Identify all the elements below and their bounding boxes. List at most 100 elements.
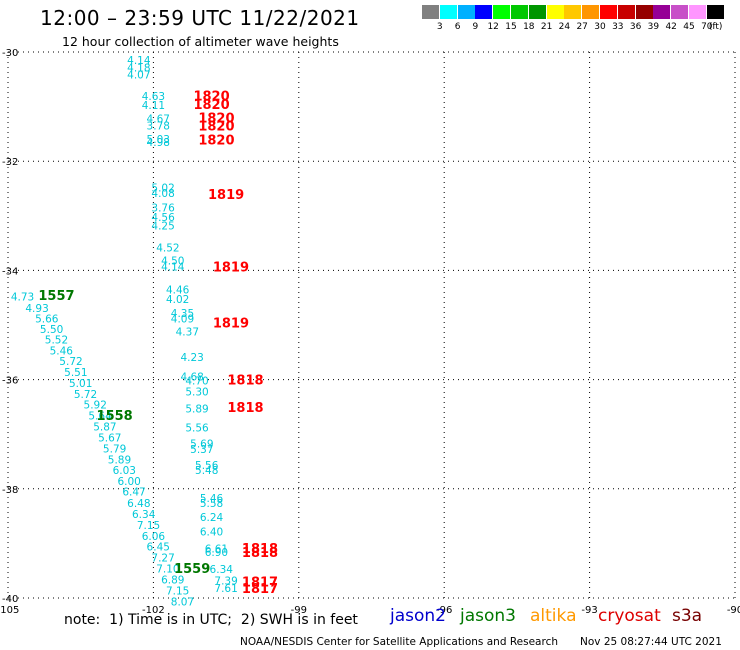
pass-time-label: 1820	[198, 112, 234, 127]
color-swatch	[422, 5, 439, 19]
color-swatch	[546, 5, 564, 19]
wave-height-label: 5.02	[151, 182, 174, 194]
color-scale-unit: (ft)	[708, 22, 723, 32]
wave-height-label: 6.48	[127, 498, 150, 510]
color-scale-label: 33	[612, 22, 624, 32]
wave-height-label: 6.03	[113, 465, 136, 477]
wave-height-label: 5.87	[93, 422, 116, 434]
satellite-name: altika	[530, 606, 577, 626]
map-title: 12:00 – 23:59 UTC 11/22/2021	[40, 6, 360, 30]
pass-time-label: 1819	[208, 188, 244, 203]
wave-height-label: 5.72	[74, 389, 97, 401]
color-scale-label: 21	[540, 22, 553, 32]
color-scale-label: 18	[523, 22, 535, 32]
wave-height-label: 4.56	[151, 212, 175, 224]
color-swatch	[635, 5, 653, 19]
color-scale-label: 24	[558, 22, 571, 32]
pass-time-label: 1818	[227, 401, 263, 416]
wave-height-label: 6.24	[200, 512, 224, 524]
wave-height-label: 4.93	[25, 303, 48, 315]
color-swatch	[528, 5, 546, 19]
color-scale-label: 3	[436, 22, 443, 32]
wave-height-label: 6.61	[205, 543, 228, 555]
wave-height-label: 4.14	[161, 262, 185, 274]
wave-height-label: 5.50	[40, 324, 63, 336]
color-swatch	[457, 5, 475, 19]
wave-height-label: 4.08	[151, 188, 174, 200]
wave-height-label: 7.10	[156, 564, 179, 576]
wave-height-label: 5.64	[88, 411, 112, 423]
pass-time-label: 1820	[198, 133, 234, 148]
wave-height-label: 5.69	[190, 438, 213, 450]
wave-height-label: 7.61	[214, 583, 237, 595]
wave-height-label: 4.67	[147, 114, 170, 126]
color-swatch	[564, 5, 582, 19]
y-tick-label: -32	[2, 157, 18, 168]
satellite-name: jason2	[390, 606, 446, 626]
wave-height-label: 4.35	[171, 308, 194, 320]
color-scale-label: 27	[576, 22, 588, 32]
pass-time-label: 1818	[227, 374, 263, 389]
pass-time-label: 1559	[174, 562, 210, 577]
wave-height-label: 5.46	[200, 493, 224, 505]
wave-height-label: 5.51	[64, 367, 87, 379]
wave-height-label: 5.56	[185, 423, 209, 435]
wave-height-label: 5.89	[108, 454, 131, 466]
y-tick-label: -30	[2, 48, 18, 59]
pass-time-label: 1817	[242, 582, 278, 597]
wave-height-label: 6.06	[142, 531, 166, 543]
wave-height-label: 7.39	[214, 576, 237, 588]
wave-height-label: 3.76	[151, 203, 175, 215]
color-scale-label: 6	[454, 22, 461, 32]
pass-time-label: 1820	[198, 120, 234, 135]
color-scale-label: 9	[472, 22, 479, 32]
wave-height-label: 4.23	[180, 352, 203, 364]
wave-height-label: 4.73	[11, 292, 34, 304]
pass-time-label: 1819	[213, 261, 249, 276]
color-scale-label: 39	[647, 22, 660, 32]
satellite-name: s3a	[672, 606, 703, 626]
y-tick-label: -34	[2, 266, 18, 277]
wave-height-label: 4.07	[127, 69, 150, 81]
wave-height-label: 4.70	[185, 376, 208, 388]
color-swatch	[511, 5, 528, 19]
pass-time-label: 1820	[193, 90, 229, 105]
pass-time-label: 1817	[242, 576, 278, 591]
satellite-name: cryosat	[598, 606, 661, 626]
x-tick-label: -96	[436, 605, 452, 616]
wave-height-label: 4.98	[147, 137, 170, 149]
pass-time-label: 1820	[193, 98, 229, 113]
wave-height-label: 5.37	[190, 444, 213, 456]
pass-time-label: 1818	[242, 542, 278, 557]
color-swatch	[671, 5, 689, 19]
wave-height-label: 5.46	[50, 346, 74, 358]
wave-height-label: 5.30	[185, 387, 208, 399]
wave-height-label: 5.67	[98, 432, 121, 444]
wave-height-label: 6.47	[122, 487, 145, 499]
color-scale-label: 12	[487, 22, 499, 32]
wave-height-label: 6.45	[147, 542, 170, 554]
wave-height-label: 4.09	[171, 313, 194, 325]
x-tick-label: -90	[727, 605, 740, 616]
pass-time-label: 1818	[242, 546, 278, 561]
wave-height-label: 6.34	[132, 509, 156, 521]
generation-timestamp: Nov 25 08:27:44 UTC 2021	[580, 636, 722, 648]
wave-height-label: 5.52	[45, 335, 68, 347]
color-scale-label: 15	[505, 22, 517, 32]
pass-time-label: 1558	[97, 409, 133, 424]
y-tick-label: -38	[2, 485, 18, 496]
x-tick-label: -99	[291, 605, 307, 616]
wave-height-label: 6.00	[117, 476, 140, 488]
color-swatch	[439, 5, 457, 19]
wave-height-label: 5.66	[35, 313, 59, 325]
y-tick-label: -36	[2, 376, 18, 387]
wave-height-label: 4.25	[151, 221, 174, 233]
wave-height-label: 4.63	[142, 91, 165, 103]
x-tick-label: -102	[142, 605, 165, 616]
color-swatch	[582, 5, 600, 19]
map-subtitle: 12 hour collection of altimeter wave hei…	[62, 34, 339, 49]
satellite-name: jason3	[460, 606, 516, 626]
wave-height-label: 8.07	[171, 596, 194, 608]
wave-height-label: 4.52	[156, 242, 179, 254]
